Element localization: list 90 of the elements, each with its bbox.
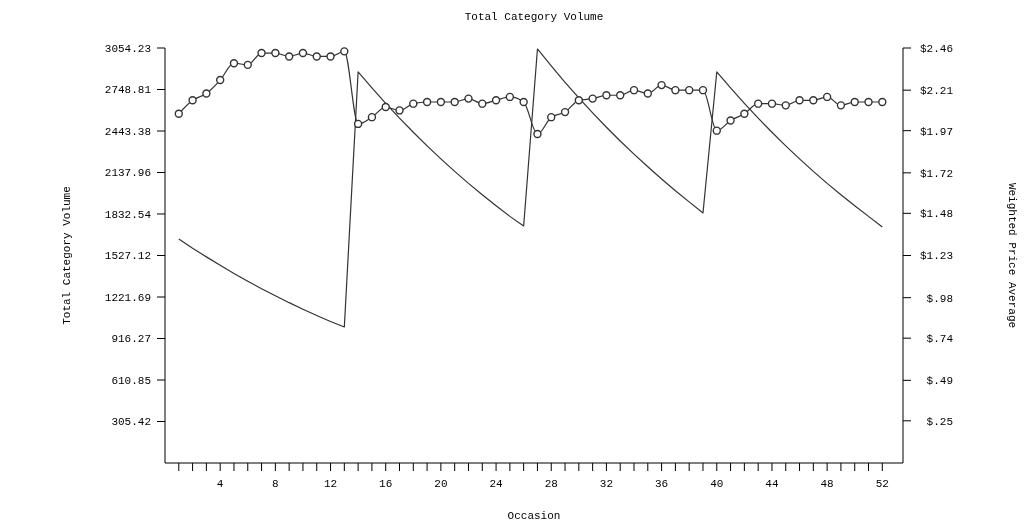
point: [726, 116, 735, 125]
y-tick-label: 305.42: [111, 416, 151, 429]
x-tick-label: 12: [323, 478, 338, 490]
point: [478, 99, 487, 108]
y-tick-label: 1527.12: [104, 250, 151, 263]
point: [312, 52, 321, 61]
point: [505, 92, 515, 102]
line-series: [178, 48, 883, 328]
point: [353, 119, 363, 129]
y2-tick-label: $1.48: [919, 208, 953, 221]
point: [533, 129, 542, 139]
point: [878, 97, 887, 107]
point: [174, 109, 183, 118]
point: [822, 92, 832, 102]
point: [340, 47, 349, 56]
y2-tick-label: $1.23: [919, 250, 953, 263]
point: [202, 89, 211, 98]
point: [698, 85, 708, 95]
point: [767, 99, 777, 108]
x-tick-label: 36: [655, 478, 669, 490]
y-tick-label: 2443.38: [104, 125, 151, 138]
point: [712, 126, 721, 135]
point: [367, 112, 377, 122]
x-tick-label: 4: [216, 478, 224, 490]
point: [836, 101, 846, 110]
point: [381, 102, 390, 112]
point: [574, 96, 584, 105]
y2-tick-label: $.49: [926, 375, 953, 388]
point: [422, 97, 432, 107]
point: [740, 109, 749, 118]
x-tick-label: 16: [379, 478, 393, 490]
point: [395, 106, 404, 115]
y-tick-label: 2137.96: [104, 167, 151, 180]
x-tick-label: 24: [489, 478, 504, 490]
x-tick-label: 32: [599, 478, 614, 490]
point: [326, 52, 335, 61]
point: [864, 97, 873, 107]
y2-tick-label: $2.46: [919, 42, 953, 55]
x-tick-label: 8: [272, 478, 279, 490]
point: [643, 89, 652, 98]
x-tick-label: 44: [765, 478, 779, 490]
point: [188, 96, 197, 105]
point: [629, 85, 639, 95]
x-tick-label: 28: [544, 478, 558, 490]
x-tick-label: 52: [875, 478, 889, 490]
y2-axis-title: Weighted Price Average: [1006, 182, 1018, 329]
y2-tick-label: $.74: [926, 333, 954, 346]
point: [560, 107, 570, 117]
chart-title: Total Category Volume: [464, 11, 604, 23]
point: [257, 48, 266, 58]
x-tick-label: 40: [710, 478, 724, 490]
point: [671, 85, 680, 95]
point: [753, 99, 763, 108]
y2-tick-label: $1.97: [919, 125, 953, 138]
point: [284, 52, 294, 61]
y-tick-label: 2748.81: [104, 84, 152, 97]
point: [436, 97, 446, 107]
point: [215, 75, 225, 85]
point: [616, 91, 625, 100]
point: [657, 80, 666, 90]
x-tick-label: 48: [820, 478, 834, 490]
y-axis-title: Total Category Volume: [61, 186, 73, 325]
point: [464, 94, 473, 103]
point: [781, 101, 790, 110]
point: [547, 112, 556, 122]
y2-tick-label: $2.21: [919, 85, 954, 98]
point: [588, 94, 597, 103]
point: [519, 97, 528, 107]
point: [229, 58, 239, 68]
y2-tick-label: $.98: [926, 292, 953, 305]
y-tick-label: 916.27: [111, 333, 151, 346]
point: [409, 99, 418, 108]
point: [684, 85, 694, 95]
point: [850, 97, 859, 107]
point: [795, 96, 804, 105]
y-tick-label: 3054.23: [104, 42, 151, 55]
point: [243, 60, 252, 70]
point: [491, 96, 501, 105]
point: [809, 96, 818, 105]
x-axis-title: Occasion: [507, 510, 561, 522]
point: [298, 48, 308, 58]
y2-tick-label: $.25: [926, 415, 953, 428]
point: [602, 91, 611, 100]
point: [450, 97, 459, 107]
y-tick-label: 1832.54: [104, 208, 152, 221]
point: [271, 48, 280, 58]
x-tick-label: 20: [434, 478, 448, 490]
y-tick-label: 610.85: [111, 374, 151, 387]
y-tick-label: 1221.69: [104, 291, 151, 304]
y2-tick-label: $1.72: [919, 167, 953, 180]
